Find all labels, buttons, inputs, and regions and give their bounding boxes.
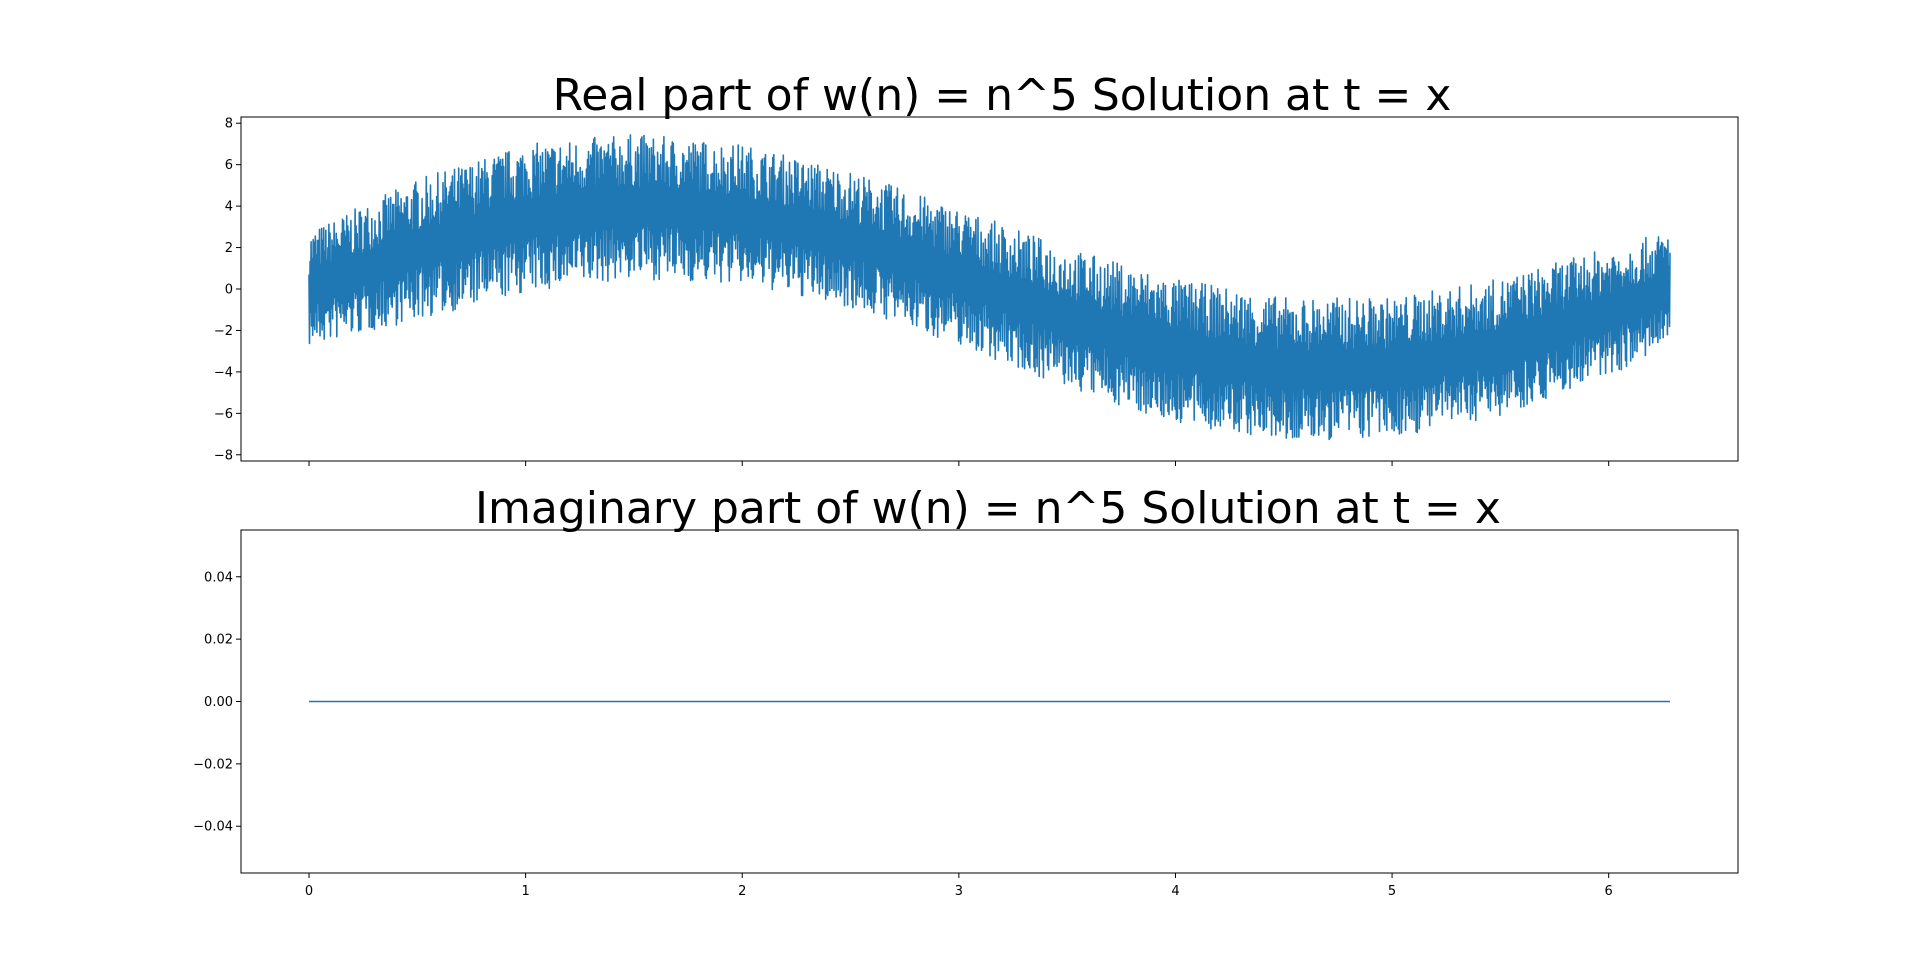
imaginary-part-plot-frame	[240, 529, 1739, 874]
x-tick-label: 4	[1171, 884, 1179, 899]
x-tick-label: 0	[305, 884, 313, 899]
x-tick-label: 3	[955, 884, 963, 899]
y-tick-label: 4	[225, 200, 233, 215]
imaginary-part-y-axis: −0.04 −0.02 0.00 0.02 0.04	[193, 570, 241, 835]
imaginary-part-subplot: Imaginary part of w(n) = n^5 Solution at…	[193, 483, 1739, 899]
real-part-title: Real part of w(n) = n^5 Solution at t = …	[553, 70, 1452, 121]
y-tick-label: 0.02	[204, 633, 233, 648]
y-tick-label: 8	[225, 117, 233, 132]
real-part-series	[308, 134, 1671, 441]
real-part-x-axis	[308, 461, 1610, 466]
y-tick-label: −4	[214, 365, 233, 380]
x-tick-label: 2	[738, 884, 746, 899]
real-part-y-axis: −8 −6 −4 −2 0 2 4 6 8	[214, 117, 241, 463]
y-tick-label: 6	[225, 158, 233, 173]
real-part-plot-frame	[240, 116, 1739, 462]
y-tick-label: 0.04	[204, 570, 233, 585]
x-tick-label: 5	[1388, 884, 1396, 899]
y-tick-label: 0.00	[204, 695, 233, 710]
y-tick-label: 0	[225, 283, 233, 298]
x-tick-label: 1	[521, 884, 529, 899]
x-tick-label: 6	[1605, 884, 1613, 899]
y-tick-label: −0.04	[193, 820, 233, 835]
y-tick-label: −8	[214, 448, 233, 463]
real-part-subplot: Real part of w(n) = n^5 Solution at t = …	[214, 70, 1739, 466]
y-tick-label: −2	[214, 324, 233, 339]
y-tick-label: 2	[225, 241, 233, 256]
y-tick-label: −6	[214, 407, 233, 422]
imaginary-part-title: Imaginary part of w(n) = n^5 Solution at…	[475, 483, 1501, 534]
imaginary-part-x-axis: 0 1 2 3 4 5 6	[305, 873, 1613, 899]
real-part-line	[308, 134, 1671, 441]
y-tick-label: −0.02	[193, 757, 233, 772]
